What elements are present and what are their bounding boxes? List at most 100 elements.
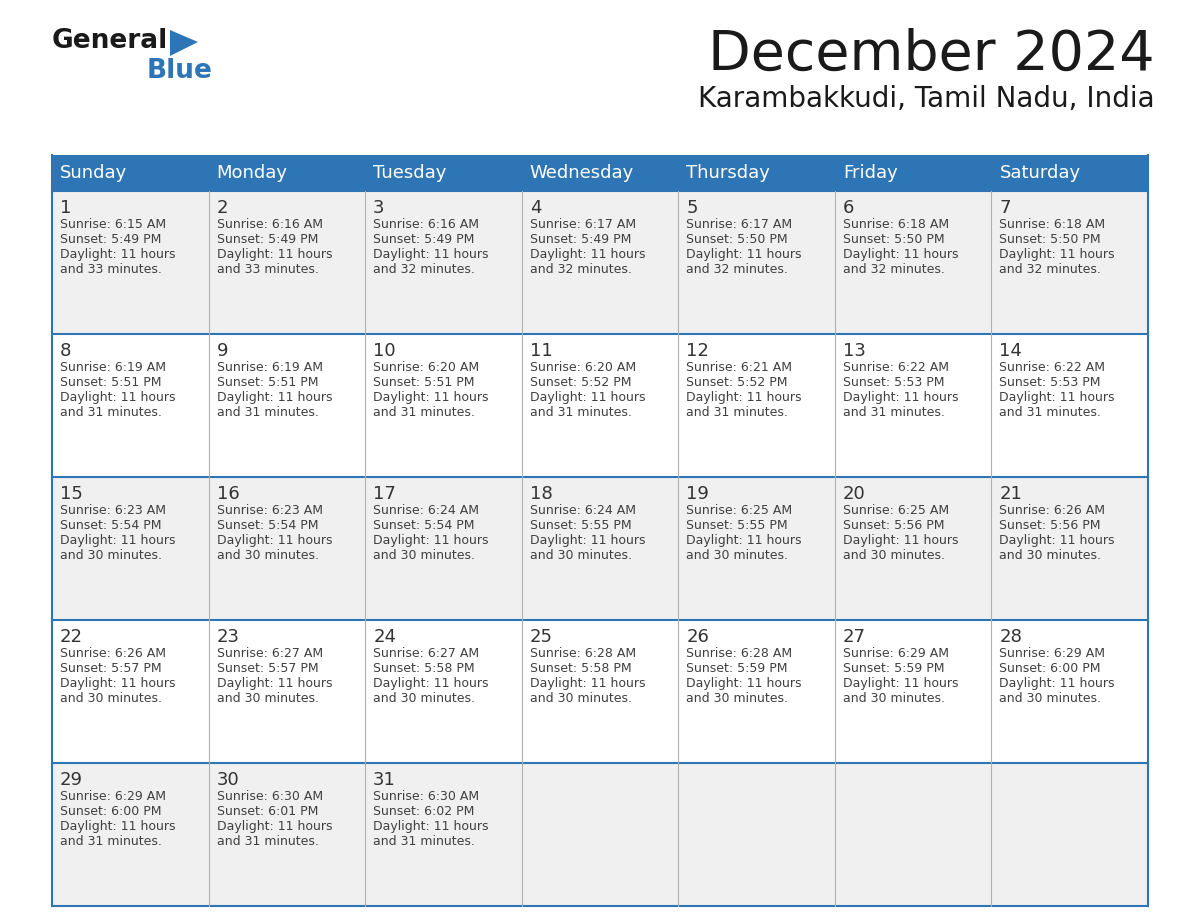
Text: Sunset: 5:58 PM: Sunset: 5:58 PM [373, 662, 475, 675]
Text: and 31 minutes.: and 31 minutes. [842, 406, 944, 419]
Text: Daylight: 11 hours: Daylight: 11 hours [999, 391, 1114, 404]
Text: 27: 27 [842, 628, 866, 646]
Text: Friday: Friday [842, 164, 898, 182]
Text: 16: 16 [216, 485, 239, 503]
Text: and 33 minutes.: and 33 minutes. [216, 263, 318, 276]
Text: and 30 minutes.: and 30 minutes. [530, 549, 632, 562]
Text: Sunset: 5:50 PM: Sunset: 5:50 PM [999, 233, 1101, 246]
Text: Daylight: 11 hours: Daylight: 11 hours [61, 248, 176, 261]
Text: Sunrise: 6:29 AM: Sunrise: 6:29 AM [999, 647, 1105, 660]
Text: Wednesday: Wednesday [530, 164, 634, 182]
Text: and 30 minutes.: and 30 minutes. [216, 549, 318, 562]
Text: and 31 minutes.: and 31 minutes. [687, 406, 788, 419]
Text: Sunrise: 6:22 AM: Sunrise: 6:22 AM [999, 361, 1105, 374]
Text: and 30 minutes.: and 30 minutes. [216, 692, 318, 705]
Text: 1: 1 [61, 199, 71, 217]
Text: Sunrise: 6:28 AM: Sunrise: 6:28 AM [687, 647, 792, 660]
Text: and 32 minutes.: and 32 minutes. [530, 263, 632, 276]
Text: Sunrise: 6:28 AM: Sunrise: 6:28 AM [530, 647, 636, 660]
Text: Sunrise: 6:27 AM: Sunrise: 6:27 AM [216, 647, 323, 660]
Text: Daylight: 11 hours: Daylight: 11 hours [530, 391, 645, 404]
Text: Daylight: 11 hours: Daylight: 11 hours [842, 391, 959, 404]
Text: Sunrise: 6:25 AM: Sunrise: 6:25 AM [687, 504, 792, 517]
Text: Daylight: 11 hours: Daylight: 11 hours [61, 391, 176, 404]
Text: General: General [52, 28, 169, 54]
Text: Sunrise: 6:24 AM: Sunrise: 6:24 AM [373, 504, 479, 517]
Text: Daylight: 11 hours: Daylight: 11 hours [373, 820, 488, 833]
Text: 19: 19 [687, 485, 709, 503]
Text: 4: 4 [530, 199, 542, 217]
Text: Sunset: 5:49 PM: Sunset: 5:49 PM [61, 233, 162, 246]
Polygon shape [170, 30, 198, 56]
Text: 14: 14 [999, 342, 1023, 360]
Text: Sunset: 5:55 PM: Sunset: 5:55 PM [530, 519, 631, 532]
Text: Sunset: 5:52 PM: Sunset: 5:52 PM [687, 376, 788, 389]
Text: Daylight: 11 hours: Daylight: 11 hours [373, 391, 488, 404]
Text: and 30 minutes.: and 30 minutes. [373, 549, 475, 562]
Text: and 31 minutes.: and 31 minutes. [216, 835, 318, 848]
Text: and 31 minutes.: and 31 minutes. [373, 835, 475, 848]
Text: Monday: Monday [216, 164, 287, 182]
Text: Daylight: 11 hours: Daylight: 11 hours [61, 534, 176, 547]
Text: 10: 10 [373, 342, 396, 360]
Text: Daylight: 11 hours: Daylight: 11 hours [842, 534, 959, 547]
Text: Sunrise: 6:19 AM: Sunrise: 6:19 AM [61, 361, 166, 374]
Text: Sunrise: 6:18 AM: Sunrise: 6:18 AM [999, 218, 1106, 231]
Text: 12: 12 [687, 342, 709, 360]
Text: 18: 18 [530, 485, 552, 503]
Text: Sunrise: 6:16 AM: Sunrise: 6:16 AM [216, 218, 323, 231]
Text: 9: 9 [216, 342, 228, 360]
Text: and 32 minutes.: and 32 minutes. [999, 263, 1101, 276]
Text: 5: 5 [687, 199, 697, 217]
Text: 22: 22 [61, 628, 83, 646]
Text: Daylight: 11 hours: Daylight: 11 hours [373, 534, 488, 547]
Text: Sunset: 5:57 PM: Sunset: 5:57 PM [216, 662, 318, 675]
Text: and 31 minutes.: and 31 minutes. [216, 406, 318, 419]
Text: 21: 21 [999, 485, 1023, 503]
Text: and 32 minutes.: and 32 minutes. [842, 263, 944, 276]
Text: 23: 23 [216, 628, 240, 646]
Text: Sunset: 5:53 PM: Sunset: 5:53 PM [842, 376, 944, 389]
Text: Sunset: 5:55 PM: Sunset: 5:55 PM [687, 519, 788, 532]
Text: 13: 13 [842, 342, 866, 360]
Text: 3: 3 [373, 199, 385, 217]
Text: and 30 minutes.: and 30 minutes. [842, 549, 944, 562]
Text: Daylight: 11 hours: Daylight: 11 hours [842, 677, 959, 690]
Text: Sunset: 5:59 PM: Sunset: 5:59 PM [687, 662, 788, 675]
Text: Daylight: 11 hours: Daylight: 11 hours [61, 677, 176, 690]
Text: and 31 minutes.: and 31 minutes. [999, 406, 1101, 419]
Text: Sunset: 5:51 PM: Sunset: 5:51 PM [373, 376, 475, 389]
Bar [52, 155, 1148, 191]
Text: Daylight: 11 hours: Daylight: 11 hours [530, 248, 645, 261]
Text: Sunrise: 6:19 AM: Sunrise: 6:19 AM [216, 361, 323, 374]
Text: Tuesday: Tuesday [373, 164, 447, 182]
Text: Daylight: 11 hours: Daylight: 11 hours [999, 534, 1114, 547]
Text: Sunset: 5:56 PM: Sunset: 5:56 PM [842, 519, 944, 532]
Text: Sunset: 5:58 PM: Sunset: 5:58 PM [530, 662, 631, 675]
Text: and 30 minutes.: and 30 minutes. [61, 549, 162, 562]
Text: Sunset: 6:01 PM: Sunset: 6:01 PM [216, 805, 318, 818]
Text: Sunrise: 6:17 AM: Sunrise: 6:17 AM [530, 218, 636, 231]
Text: Daylight: 11 hours: Daylight: 11 hours [687, 391, 802, 404]
Text: and 33 minutes.: and 33 minutes. [61, 263, 162, 276]
Text: Sunrise: 6:15 AM: Sunrise: 6:15 AM [61, 218, 166, 231]
Text: Daylight: 11 hours: Daylight: 11 hours [687, 534, 802, 547]
Text: Sunrise: 6:23 AM: Sunrise: 6:23 AM [216, 504, 323, 517]
Text: and 30 minutes.: and 30 minutes. [373, 692, 475, 705]
Text: Sunset: 5:49 PM: Sunset: 5:49 PM [530, 233, 631, 246]
Text: Sunset: 5:52 PM: Sunset: 5:52 PM [530, 376, 631, 389]
Text: 20: 20 [842, 485, 866, 503]
Bar [52, 477, 1148, 620]
Text: 29: 29 [61, 771, 83, 789]
Text: Sunset: 5:51 PM: Sunset: 5:51 PM [61, 376, 162, 389]
Text: Sunrise: 6:27 AM: Sunrise: 6:27 AM [373, 647, 479, 660]
Text: and 30 minutes.: and 30 minutes. [687, 692, 789, 705]
Text: Sunrise: 6:17 AM: Sunrise: 6:17 AM [687, 218, 792, 231]
Text: Sunrise: 6:30 AM: Sunrise: 6:30 AM [216, 790, 323, 803]
Text: Sunset: 6:00 PM: Sunset: 6:00 PM [61, 805, 162, 818]
Text: and 32 minutes.: and 32 minutes. [373, 263, 475, 276]
Text: Daylight: 11 hours: Daylight: 11 hours [373, 677, 488, 690]
Text: Sunset: 5:59 PM: Sunset: 5:59 PM [842, 662, 944, 675]
Text: Daylight: 11 hours: Daylight: 11 hours [530, 534, 645, 547]
Text: Daylight: 11 hours: Daylight: 11 hours [216, 820, 333, 833]
